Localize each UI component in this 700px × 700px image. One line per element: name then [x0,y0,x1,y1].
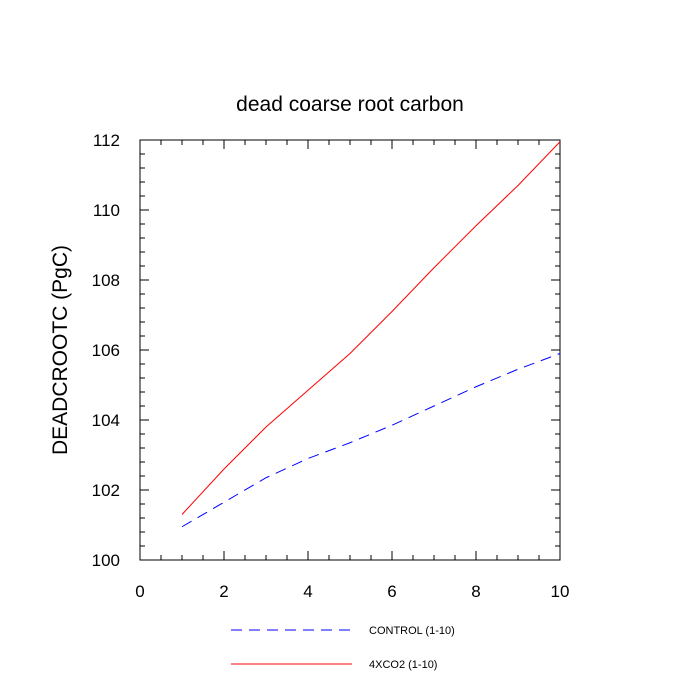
y-tick-label: 110 [93,201,120,220]
series-line [181,141,561,515]
axis-ticks: 0 2 4 6 8 10 100 102 104 106 108 110 112 [92,131,570,601]
y-tick-label: 104 [92,411,120,430]
y-tick-label: 112 [93,131,120,150]
legend: CONTROL (1-10) 4XCO2 (1-10) [231,625,455,671]
y-tick-label: 100 [92,551,120,570]
series-line [181,353,561,528]
x-tick-label: 6 [387,582,396,601]
legend-label: 4XCO2 (1-10) [369,659,437,671]
y-tick-label: 108 [92,271,120,290]
x-tick-label: 8 [471,582,480,601]
x-tick-label: 0 [135,582,144,601]
chart-title: dead coarse root carbon [236,93,464,116]
y-axis-label: DEADCROOTC (PgC) [49,245,72,455]
legend-label: CONTROL (1-10) [369,625,455,637]
series-group [181,141,561,528]
plot-frame [139,139,561,561]
x-tick-label: 2 [219,582,228,601]
y-tick-label: 106 [92,341,120,360]
x-tick-label: 4 [303,582,312,601]
y-tick-label: 102 [92,481,120,500]
x-tick-label: 10 [551,582,570,601]
